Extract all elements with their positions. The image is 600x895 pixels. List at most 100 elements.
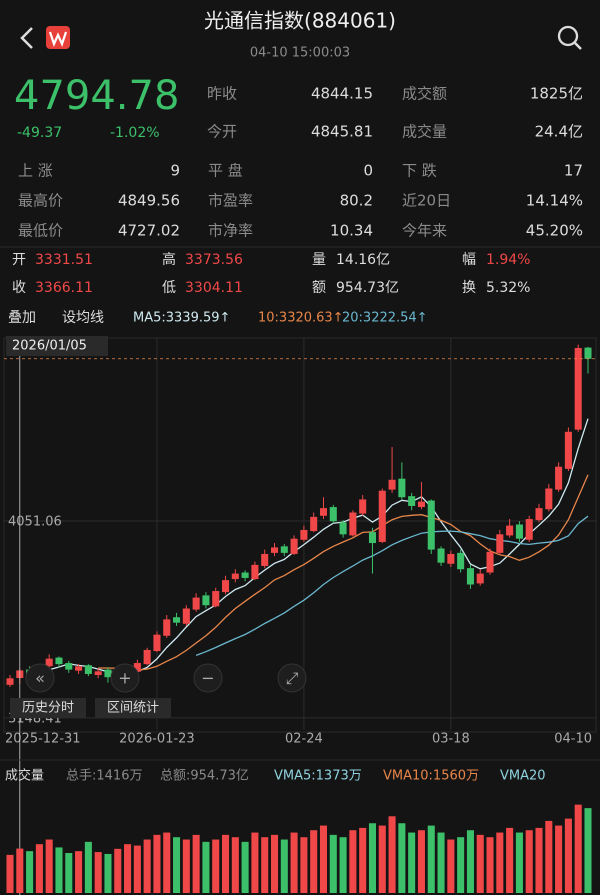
volume-bar xyxy=(231,837,239,893)
stat-label: 成交量 xyxy=(402,123,447,141)
volume-bar xyxy=(104,853,112,893)
info-value: 1.94% xyxy=(486,252,530,268)
volume-legend: 总额:954.73亿 xyxy=(160,769,249,784)
volume-bar xyxy=(241,841,249,893)
candle-body xyxy=(408,496,416,506)
volume-bar xyxy=(84,841,92,893)
volume-bar xyxy=(270,834,279,893)
volume-bar xyxy=(457,837,465,893)
volume-bar xyxy=(94,852,102,893)
stat-value: 4849.56 xyxy=(118,192,180,210)
zoom-icon: + xyxy=(118,669,131,688)
candle-body xyxy=(368,532,377,544)
info-value: 5.32% xyxy=(486,280,530,296)
volume-bar xyxy=(329,834,337,893)
stat-label: 成交额 xyxy=(402,85,447,103)
ma-line xyxy=(98,474,589,671)
volume-legend: 成交量 xyxy=(5,768,44,784)
tool-button[interactable] xyxy=(95,698,171,718)
candle-body xyxy=(143,649,151,665)
stat-value: 1825亿 xyxy=(530,85,583,103)
candle-body xyxy=(545,488,553,510)
volume-bar xyxy=(153,834,161,893)
ma-setting-button[interactable]: 设均线 xyxy=(62,310,104,326)
title: 光通信指数(884061) xyxy=(204,9,396,33)
volume-bar xyxy=(545,820,553,893)
tool-button[interactable] xyxy=(10,698,86,718)
candle-body xyxy=(212,591,220,607)
volume-bar xyxy=(535,827,543,893)
candle-body xyxy=(300,529,308,540)
volume-bar xyxy=(124,844,132,893)
zoom-button[interactable] xyxy=(110,663,140,693)
candle-body xyxy=(525,519,533,540)
volume-bar xyxy=(221,834,230,893)
tool-button-label[interactable]: 历史分时 xyxy=(22,701,74,716)
candle-body xyxy=(378,490,386,542)
overlay-button[interactable]: 叠加 xyxy=(8,310,36,326)
candle-body xyxy=(241,572,249,578)
candle-body xyxy=(65,663,73,670)
x-tick-label: 04-10 xyxy=(554,732,592,747)
candle-body xyxy=(515,524,523,539)
volume-bar xyxy=(290,832,298,893)
back-button[interactable] xyxy=(20,27,33,49)
info-value: 3304.11 xyxy=(185,280,243,296)
candle-body xyxy=(437,548,445,563)
info-label: 换 xyxy=(462,279,476,296)
search-button[interactable] xyxy=(557,25,579,47)
stat-value: 4727.02 xyxy=(118,222,180,240)
volume-bar xyxy=(447,839,455,893)
stat-value: 4844.15 xyxy=(311,85,373,103)
volume-bar xyxy=(584,808,592,893)
candle-body xyxy=(398,478,406,498)
zoom-button[interactable] xyxy=(25,663,55,693)
candle-body xyxy=(427,500,435,550)
info-label: 低 xyxy=(162,280,176,296)
candle-body xyxy=(221,580,230,593)
candle-body xyxy=(574,348,582,430)
ma-legend: MA5:3339.59↑ xyxy=(133,311,230,326)
candle-body xyxy=(94,671,102,676)
stat-value: 17 xyxy=(564,162,583,180)
stat-label: 最高价 xyxy=(18,192,63,210)
change: -49.37 xyxy=(17,125,62,141)
candle-body xyxy=(486,551,494,573)
x-tick-label: 2025-12-31 xyxy=(5,732,81,747)
volume-bar xyxy=(192,834,200,893)
info-value: 954.73亿 xyxy=(336,280,399,296)
zoom-button[interactable] xyxy=(193,663,223,693)
ma-legend: 20:3222.54↑ xyxy=(342,311,428,326)
chart-area xyxy=(3,337,597,733)
candle-body xyxy=(584,347,592,359)
candle-body xyxy=(506,525,514,536)
stat-value: 0 xyxy=(363,162,373,180)
volume-bar xyxy=(427,825,435,893)
tool-button-label[interactable]: 区间统计 xyxy=(107,701,159,716)
stat-label: 上 涨 xyxy=(18,162,53,180)
volume-legend: VMA10:1560万 xyxy=(383,769,479,784)
zoom-icon: « xyxy=(35,669,45,688)
volume-bar xyxy=(388,816,396,893)
stat-label: 最低价 xyxy=(18,222,63,240)
volume-bar xyxy=(525,830,533,893)
volume-bar xyxy=(515,832,523,893)
zoom-button[interactable] xyxy=(277,663,307,693)
candle-body xyxy=(182,608,190,624)
volume-bar xyxy=(476,834,484,893)
volume-bar xyxy=(359,827,367,893)
candle-body xyxy=(496,534,504,553)
volume-legend: 总手:1416万 xyxy=(66,769,142,784)
change-pct: -1.02% xyxy=(110,125,160,141)
zoom-icon: − xyxy=(201,669,214,688)
candle-body xyxy=(163,619,171,636)
info-label: 开 xyxy=(12,252,26,268)
candle-body xyxy=(75,666,83,671)
stat-label: 下 跌 xyxy=(402,162,437,180)
volume-bar xyxy=(182,839,190,893)
volume-bar xyxy=(212,839,220,893)
time: 04-10 15:00:03 xyxy=(250,46,350,61)
